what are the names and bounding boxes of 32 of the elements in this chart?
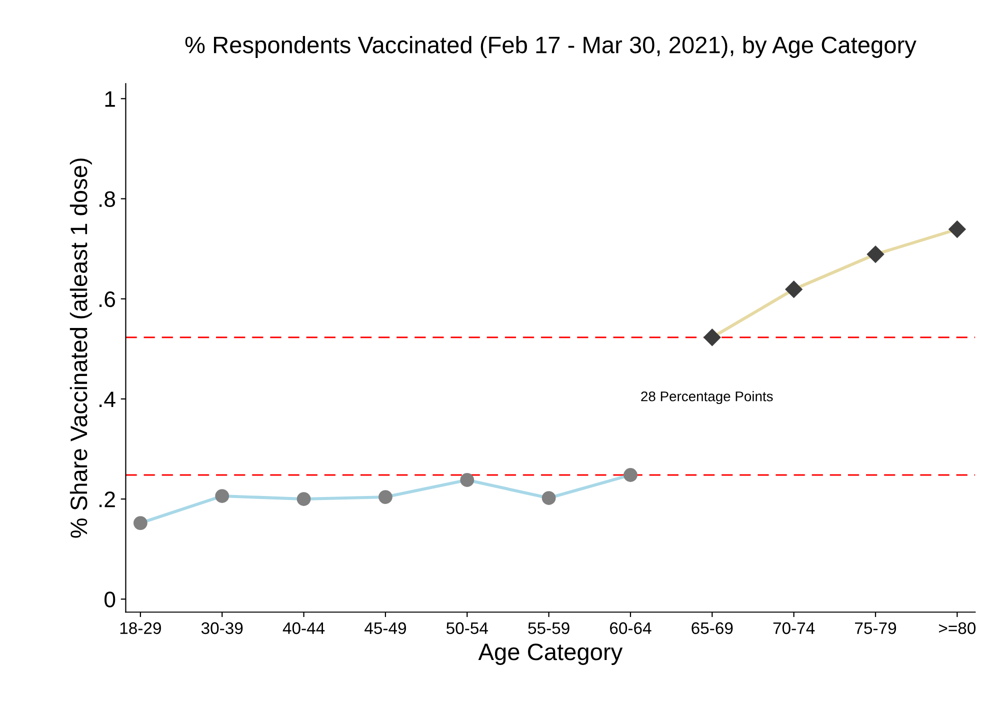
y-tick-label: 1 bbox=[105, 91, 115, 107]
x-tick-label: 18-29 bbox=[120, 622, 161, 634]
point bbox=[948, 220, 966, 238]
point bbox=[542, 491, 556, 505]
x-tick-label: 65-69 bbox=[692, 622, 733, 634]
annotation: 28 Percentage Points bbox=[641, 391, 773, 404]
y-tick-label: .4 bbox=[100, 392, 116, 407]
x-tick-label: 50-54 bbox=[446, 622, 488, 634]
y-tick-label: .2 bbox=[100, 492, 115, 508]
point bbox=[866, 246, 884, 263]
point bbox=[460, 473, 474, 487]
x-tick-label: 70-74 bbox=[773, 622, 815, 634]
point bbox=[624, 468, 638, 482]
chart-title: % Respondents Vaccinated (Feb 17 - Mar 30, 2021), by Age Category bbox=[185, 36, 916, 58]
x-axis-title: Age Category bbox=[478, 644, 623, 665]
point bbox=[704, 328, 721, 346]
point bbox=[378, 490, 392, 504]
y-axis-title: % Share Vaccinated (atleast 1 dose) bbox=[70, 158, 92, 538]
y-tick-label: .6 bbox=[100, 291, 116, 308]
x-tick-label: 55-59 bbox=[528, 622, 570, 634]
point bbox=[133, 516, 148, 530]
point bbox=[296, 492, 311, 506]
x-tick-label: 75-79 bbox=[855, 622, 896, 634]
x-tick-label: 45-49 bbox=[364, 622, 406, 634]
y-tick-label: 0 bbox=[104, 592, 116, 608]
y-tick-label: .8 bbox=[100, 191, 116, 208]
point bbox=[785, 280, 802, 298]
x-tick-label: 40-44 bbox=[282, 622, 325, 634]
x-tick-label: 60-64 bbox=[610, 622, 652, 634]
point bbox=[215, 489, 230, 503]
x-tick-label: 30-39 bbox=[201, 622, 243, 634]
x-tick-label: >=80 bbox=[939, 622, 976, 634]
